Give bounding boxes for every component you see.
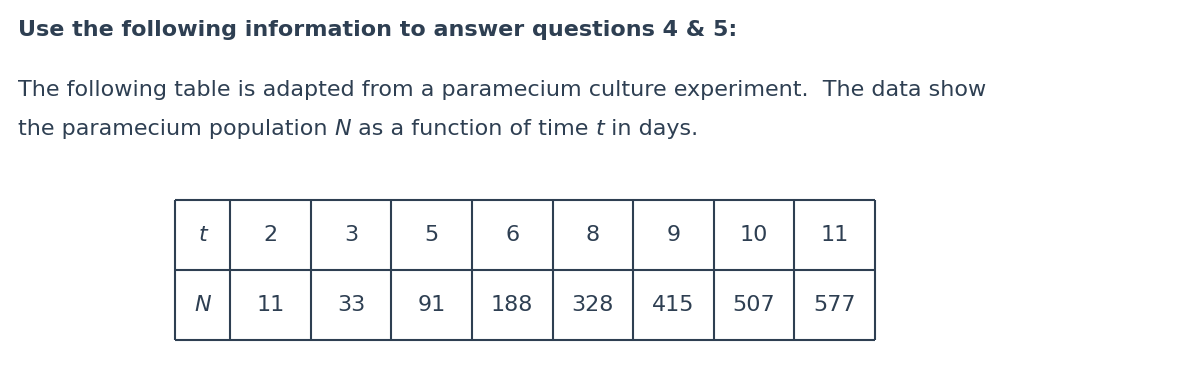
Text: 5: 5 [425,225,439,245]
Text: 33: 33 [337,295,365,315]
Text: 2: 2 [263,225,277,245]
Text: 415: 415 [652,295,695,315]
Text: 11: 11 [821,225,848,245]
Text: in days.: in days. [605,119,698,139]
Text: 91: 91 [418,295,445,315]
Text: N: N [194,295,211,315]
Text: N: N [335,119,352,139]
Text: Use the following information to answer questions 4 & 5:: Use the following information to answer … [18,20,737,40]
Text: the paramecium population: the paramecium population [18,119,335,139]
Text: as a function of time: as a function of time [352,119,595,139]
Text: 507: 507 [733,295,775,315]
Text: 11: 11 [256,295,284,315]
Text: t: t [198,225,206,245]
Text: 577: 577 [814,295,856,315]
Text: 9: 9 [666,225,680,245]
Text: t: t [595,119,605,139]
Text: 188: 188 [491,295,533,315]
Text: The following table is adapted from a paramecium culture experiment.  The data s: The following table is adapted from a pa… [18,80,986,100]
Text: 328: 328 [571,295,614,315]
Text: 3: 3 [344,225,358,245]
Text: 6: 6 [505,225,520,245]
Text: 10: 10 [740,225,768,245]
Text: 8: 8 [586,225,600,245]
